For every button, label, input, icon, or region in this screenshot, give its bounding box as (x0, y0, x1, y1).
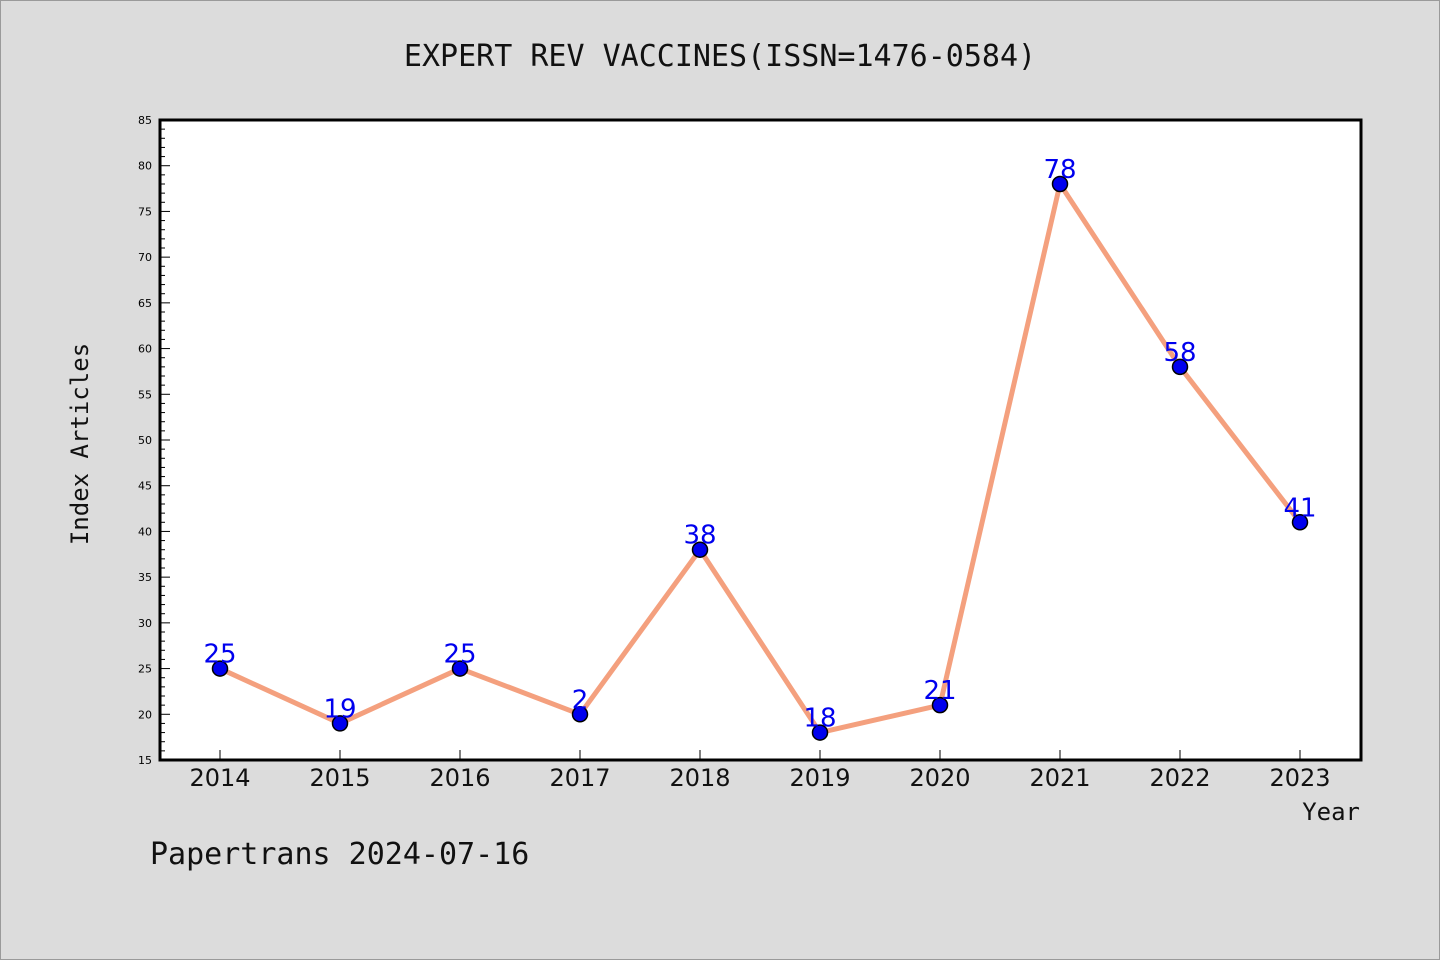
data-label-layer: 25 19 25 2 38 18 21 78 58 41 (203, 155, 1316, 734)
x-tick-label: 2014 (189, 764, 250, 792)
data-point (931, 696, 949, 714)
x-tick-label: 2020 (909, 764, 970, 792)
x-tick-label: 2015 (309, 764, 370, 792)
series-line (218, 181, 1302, 736)
x-axis: 2014 2015 2016 2017 2018 2019 2020 2021 2022 2023 (189, 750, 1331, 792)
data-label: 38 (683, 521, 716, 551)
series-layer (211, 175, 1309, 741)
y-axis-label: Index Articles (66, 343, 94, 545)
data-point (1291, 514, 1309, 531)
y-tick-label: 40 (138, 525, 152, 538)
data-label: 58 (1163, 338, 1196, 368)
data-label: 41 (1283, 493, 1316, 523)
data-point (571, 706, 589, 723)
data-label: 18 (803, 704, 836, 734)
data-point (451, 660, 469, 677)
data-point (1051, 175, 1069, 193)
y-tick-label: 85 (138, 114, 152, 127)
x-tick-label: 2021 (1029, 764, 1090, 792)
y-tick-label: 70 (138, 251, 152, 264)
y-tick-label: 55 (138, 388, 152, 401)
data-label: 21 (923, 676, 956, 706)
x-tick-label: 2022 (1149, 764, 1210, 792)
y-tick-label: 80 (138, 160, 152, 173)
y-tick-label: 65 (138, 297, 152, 310)
y-tick-label: 25 (138, 663, 152, 676)
data-label: 25 (203, 640, 236, 670)
y-tick-label: 30 (138, 617, 152, 630)
data-point (211, 660, 229, 677)
y-tick-label: 35 (138, 571, 152, 584)
x-tick-label: 2023 (1269, 764, 1330, 792)
y-tick-label: 15 (138, 754, 152, 767)
data-label: 19 (323, 694, 356, 724)
y-tick-label: 75 (138, 205, 152, 218)
x-tick-label: 2017 (549, 764, 610, 792)
y-tick-label: 20 (138, 708, 152, 721)
data-label: 25 (443, 640, 476, 670)
y-tick-label: 45 (138, 480, 152, 493)
plot-area (158, 118, 1363, 762)
x-axis-label: Year (1302, 798, 1360, 826)
footer-text: Papertrans 2024-07-16 (150, 837, 529, 872)
y-tick-label: 60 (138, 343, 152, 356)
y-tick-label: 50 (138, 434, 152, 447)
data-point (811, 724, 829, 741)
data-point (1171, 358, 1189, 376)
x-tick-label: 2016 (429, 764, 490, 792)
data-point (331, 715, 349, 732)
data-label: 78 (1043, 155, 1076, 185)
x-tick-label: 2018 (669, 764, 730, 792)
chart-title: EXPERT REV VACCINES(ISSN=1476-0584) (404, 39, 1036, 74)
data-point (691, 541, 709, 558)
data-label: 2 (572, 685, 589, 715)
y-axis: 15 20 25 30 35 40 45 50 55 60 65 70 75 80 85 (138, 114, 170, 767)
x-tick-label: 2019 (789, 764, 850, 792)
